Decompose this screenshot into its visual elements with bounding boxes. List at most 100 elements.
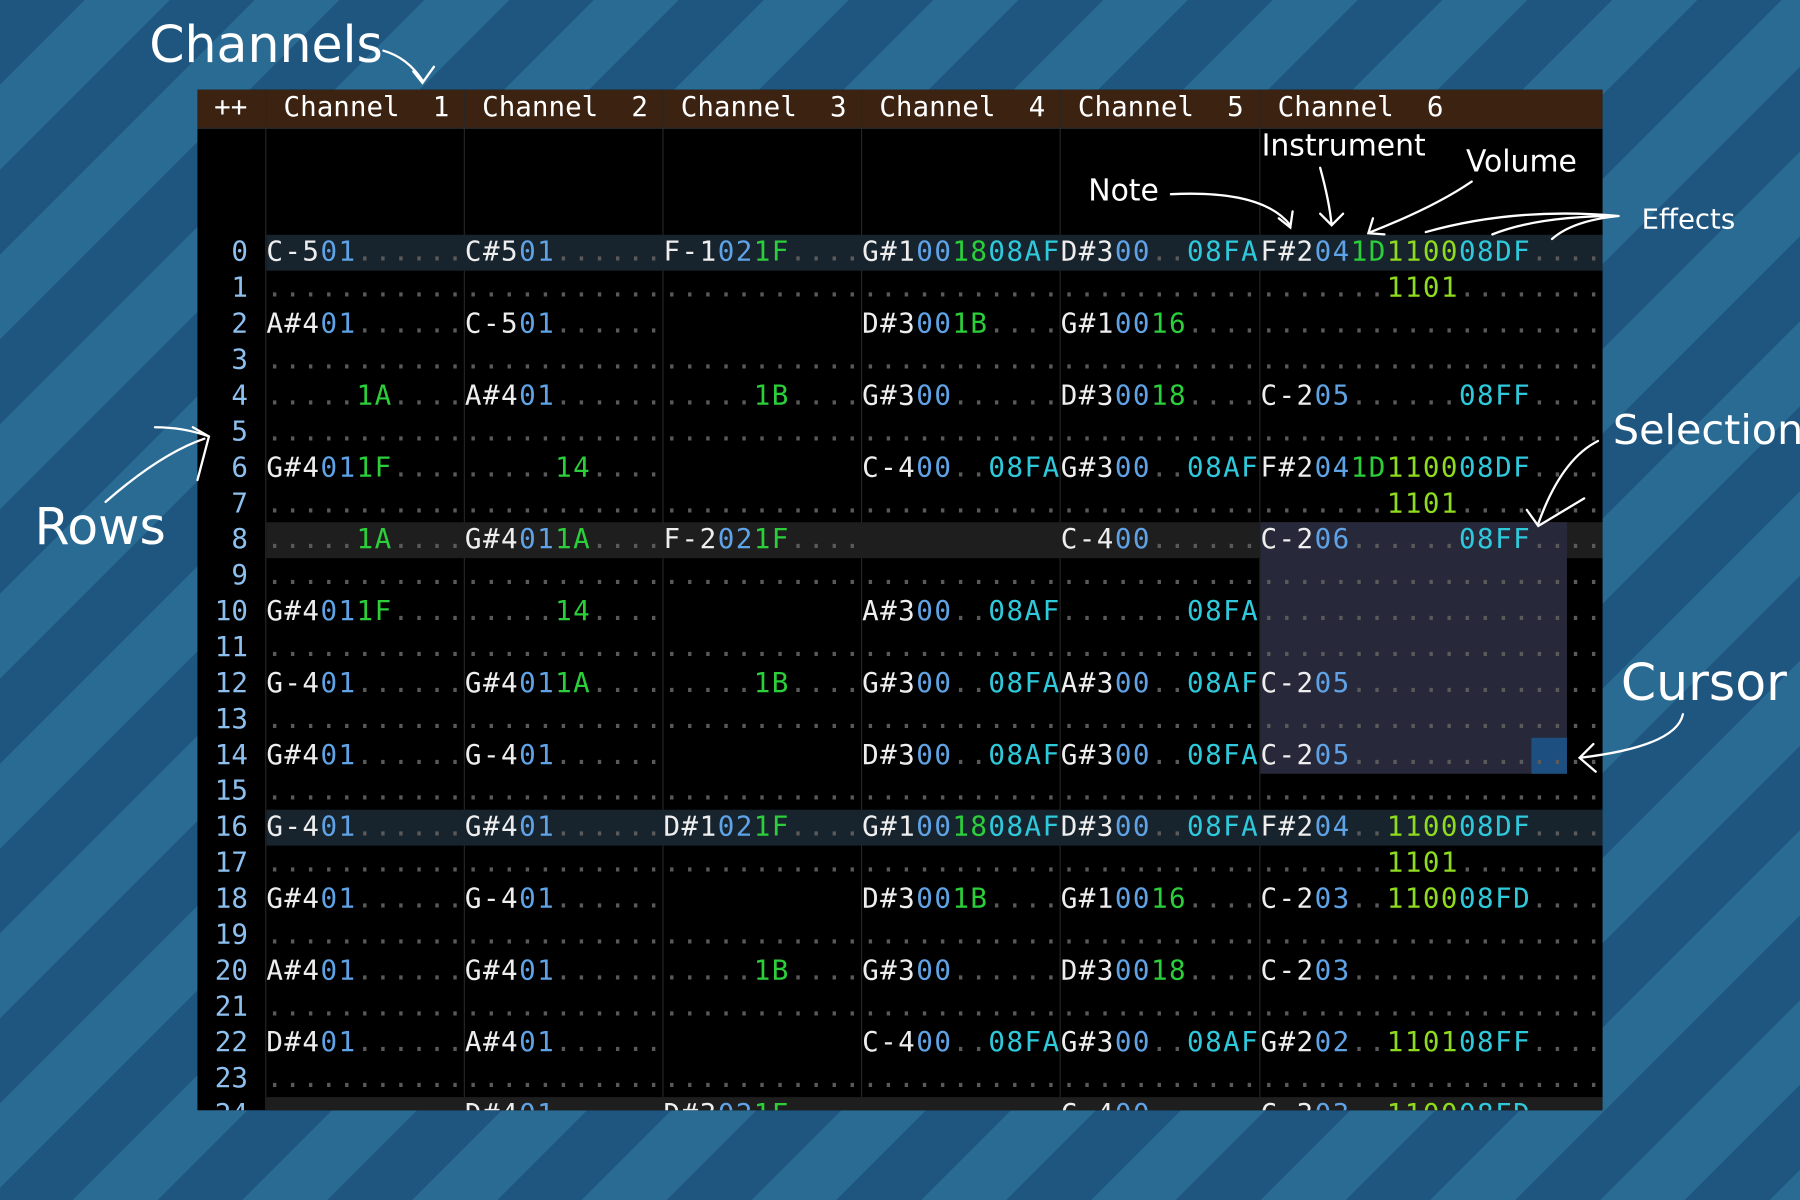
cell: ...........: [1061, 1062, 1258, 1094]
cell: ...................: [1260, 703, 1601, 735]
cell: ...................: [1260, 990, 1601, 1022]
cell: ...........: [862, 487, 1059, 519]
cell: ...........: [266, 847, 463, 879]
cell: ...........: [266, 1062, 463, 1094]
cell: ...........: [465, 272, 662, 304]
selection: [1260, 522, 1567, 774]
cell: ...........: [862, 847, 1059, 879]
row-number: 18: [215, 883, 248, 915]
cell: ...........: [465, 918, 662, 950]
cell: ...................: [1260, 308, 1601, 340]
cell: ...........: [862, 1098, 1059, 1130]
row-number: 0: [231, 236, 248, 268]
channel-header[interactable]: Channel 6: [1278, 91, 1444, 123]
cell: G#300......: [862, 954, 1059, 986]
row-number: 20: [215, 954, 248, 986]
cell: C-205..............: [1260, 667, 1601, 699]
cell: ...........: [664, 918, 861, 950]
cell: ...........: [862, 631, 1059, 663]
cell: C-501......: [465, 308, 662, 340]
cell: [664, 308, 861, 340]
cell: G-401......: [465, 883, 662, 915]
cell: ...........: [465, 775, 662, 807]
arrow: [1169, 192, 1294, 230]
row-number: 13: [215, 703, 248, 735]
cell: ...................: [1260, 559, 1601, 591]
cell: ...........: [862, 415, 1059, 447]
cell: ...................: [1260, 1062, 1601, 1094]
cell: .....1A....: [266, 523, 463, 555]
cell: G#401......: [465, 811, 662, 843]
cell: ...................: [1260, 415, 1601, 447]
cell: D#1021F....: [664, 811, 861, 843]
channel-header[interactable]: Channel 2: [482, 91, 648, 123]
annotation: Channels: [149, 15, 383, 74]
cell: G#4011A....: [465, 667, 662, 699]
cell: G-401......: [465, 739, 662, 771]
channel-header[interactable]: Channel 1: [284, 91, 450, 123]
cell: ...........: [266, 703, 463, 735]
cell: ...........: [266, 1098, 463, 1130]
cell: ...........: [465, 1062, 662, 1094]
cell: ...........: [1061, 272, 1258, 304]
cell: G#300..08AF: [1061, 451, 1258, 483]
cell: ...........: [664, 344, 861, 376]
row-number: 12: [215, 667, 248, 699]
cell: ...........: [664, 990, 861, 1022]
cell: .....14....: [465, 595, 662, 627]
channel-header[interactable]: Channel 4: [879, 91, 1045, 123]
cell: ...........: [664, 703, 861, 735]
corner-button[interactable]: ++: [214, 91, 247, 123]
cell: D#401......: [465, 1098, 662, 1130]
cell: ...........: [664, 487, 861, 519]
cell: ...........: [1061, 415, 1258, 447]
cell: [664, 739, 861, 771]
cell: ...........: [862, 990, 1059, 1022]
arrow: [1319, 166, 1345, 227]
cell: ...........: [1061, 344, 1258, 376]
header-bar: [197, 89, 1603, 128]
cell: ...................: [1260, 631, 1601, 663]
cell: ...........: [465, 631, 662, 663]
row-number: 14: [215, 739, 248, 771]
cell: G#300..08AF: [1061, 1026, 1258, 1058]
cell: .......1101........: [1260, 272, 1601, 304]
cell: G#4011F....: [266, 595, 463, 627]
cell: ...........: [664, 559, 861, 591]
cell: [664, 1026, 861, 1058]
cell: ...........: [1061, 703, 1258, 735]
cell: C-303..110008FD....: [1260, 1098, 1601, 1130]
row-number: 19: [215, 918, 248, 950]
row-number: 5: [231, 415, 248, 447]
cell: G#10016....: [1061, 883, 1258, 915]
row-number: 2: [231, 308, 248, 340]
annotation: Instrument: [1262, 129, 1426, 164]
cell: C-501......: [266, 236, 463, 268]
cell: D#300..08FA: [1061, 236, 1258, 268]
row-highlight: [266, 1097, 1603, 1111]
cell: C-206......08FF....: [1260, 523, 1601, 555]
cell: ...........: [1061, 631, 1258, 663]
row-number: 23: [215, 1062, 248, 1094]
cell: D#30018....: [1061, 379, 1258, 411]
cell: .....1B....: [664, 667, 861, 699]
cell: ...........: [664, 1062, 861, 1094]
cell: G#300..08FA: [862, 667, 1059, 699]
cell: ...........: [1061, 990, 1258, 1022]
arrow: [1525, 439, 1600, 528]
arrow: [1424, 212, 1620, 241]
annotation: Note: [1088, 173, 1159, 208]
cell: A#401......: [266, 954, 463, 986]
cell: F-1021F....: [664, 236, 861, 268]
cell: D#3021F....: [664, 1098, 861, 1130]
channel-header[interactable]: Channel 5: [1078, 91, 1244, 123]
cell: ...................: [1260, 344, 1601, 376]
cell: ...........: [1061, 918, 1258, 950]
annotation: Volume: [1466, 145, 1577, 180]
cell: ...........: [664, 775, 861, 807]
cell: ...........: [664, 415, 861, 447]
cell: A#401......: [465, 1026, 662, 1058]
channel-header[interactable]: Channel 3: [681, 91, 847, 123]
